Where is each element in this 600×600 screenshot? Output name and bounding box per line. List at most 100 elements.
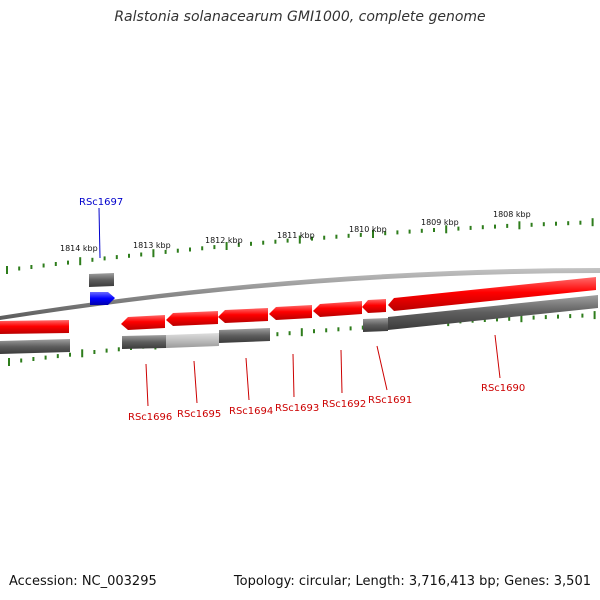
- scale-tick-mark: [79, 257, 82, 266]
- scale-tick-mark: [469, 225, 472, 230]
- scale-tick-label: 1813 kbp: [133, 241, 171, 250]
- outer-scale-ring: [6, 218, 594, 274]
- gene-rsc1693-arrow[interactable]: [269, 305, 312, 320]
- scale-tick-mark: [579, 220, 582, 225]
- scale-tick-mark: [32, 357, 35, 361]
- scale-tick-mark: [286, 238, 289, 243]
- scale-tick-mark: [115, 255, 118, 260]
- scale-tick-mark: [44, 355, 47, 360]
- gene-rsc1696-cds[interactable]: [122, 335, 166, 349]
- scale-tick-mark: [567, 221, 570, 226]
- gene-rsc1694-cds[interactable]: [219, 328, 270, 343]
- scale-tick-mark: [384, 231, 387, 236]
- scale-tick-mark: [93, 350, 96, 354]
- gene-label-rsc1692[interactable]: RSc1692: [322, 399, 366, 410]
- gene-label-rsc1695[interactable]: RSc1695: [177, 409, 221, 420]
- scale-tick-mark: [164, 249, 167, 254]
- gene-rsc1691-cds[interactable]: [363, 318, 388, 332]
- genome-title: Ralstonia solanacearum GMI1000, complete…: [114, 9, 486, 25]
- scale-tick-mark: [325, 328, 328, 333]
- scale-tick-mark: [105, 348, 108, 353]
- gene-rsc1696-arrow[interactable]: [121, 315, 165, 330]
- scale-tick-mark: [225, 242, 228, 250]
- scale-tick-label: 1812 kbp: [205, 236, 243, 245]
- scale-tick-mark: [313, 329, 315, 334]
- gene-rsc1692-arrow[interactable]: [313, 301, 362, 317]
- scale-tick-mark: [518, 221, 521, 230]
- scale-tick-mark: [30, 265, 33, 269]
- scale-tick-mark: [420, 228, 423, 233]
- scale-tick-label: 1809 kbp: [421, 218, 459, 227]
- scale-tick-mark: [483, 318, 486, 322]
- gene-rsc1695-leader: [193, 360, 198, 404]
- scale-tick-mark: [445, 225, 448, 234]
- gene-left-edge-arrow[interactable]: [0, 320, 69, 334]
- scale-tick-mark: [42, 263, 45, 268]
- scale-tick-label: 1814 kbp: [60, 244, 98, 253]
- scale-tick-mark: [69, 352, 71, 357]
- scale-tick-mark: [103, 256, 106, 261]
- gene-label-rsc1696[interactable]: RSc1696: [128, 412, 172, 423]
- gene-rsc1694-arrow[interactable]: [218, 308, 268, 323]
- gene-label-rsc1694[interactable]: RSc1694: [229, 406, 273, 417]
- scale-tick-mark: [508, 316, 511, 321]
- genome-backbone: [0, 268, 600, 320]
- scale-tick-mark: [506, 223, 509, 228]
- gene-rsc1697-cds[interactable]: [89, 273, 114, 287]
- scale-tick-mark: [481, 225, 484, 230]
- scale-tick-mark: [300, 328, 303, 337]
- topology-text: Topology: circular; Length: 3,716,413 bp…: [233, 574, 591, 589]
- gene-rsc1694-leader: [245, 357, 250, 401]
- scale-tick-mark: [532, 315, 535, 320]
- scale-tick-mark: [335, 234, 338, 239]
- scale-tick-mark: [433, 228, 435, 232]
- gene-label-rsc1690[interactable]: RSc1690: [481, 383, 525, 394]
- gene-rsc1696-leader: [145, 363, 149, 407]
- scale-tick-mark: [189, 247, 191, 252]
- scale-tick-mark: [6, 266, 8, 274]
- scale-tick-mark: [542, 222, 545, 227]
- scale-tick-mark: [457, 226, 460, 231]
- gene-rsc1695-cds[interactable]: [166, 333, 219, 348]
- scale-tick-mark: [591, 218, 594, 227]
- scale-tick-mark: [288, 331, 291, 336]
- scale-tick-mark: [117, 347, 120, 352]
- scale-tick-mark: [20, 358, 23, 363]
- gene-left-edge-cds[interactable]: [0, 339, 70, 354]
- scale-tick-mark: [18, 266, 21, 271]
- gene-label-rsc1697[interactable]: RSc1697: [79, 197, 123, 208]
- scale-tick-mark: [569, 314, 572, 319]
- scale-tick-mark: [494, 224, 496, 229]
- scale-tick-mark: [67, 260, 69, 265]
- gene-rsc1692-leader: [340, 349, 343, 394]
- scale-tick-mark: [337, 327, 340, 332]
- gene-rsc1697-arrow[interactable]: [90, 292, 115, 305]
- scale-tick-mark: [213, 245, 216, 250]
- scale-tick-label: 1808 kbp: [493, 210, 531, 219]
- scale-tick-mark: [91, 257, 94, 262]
- scale-tick-mark: [359, 232, 362, 237]
- accession-text: Accession: NC_003295: [9, 574, 157, 589]
- scale-tick-mark: [128, 253, 130, 258]
- scale-tick-mark: [152, 249, 155, 258]
- gene-rsc1690-cds[interactable]: [388, 295, 598, 330]
- scale-tick-mark: [557, 314, 559, 319]
- scale-tick-label: 1811 kbp: [277, 231, 315, 240]
- scale-tick-mark: [544, 315, 547, 320]
- scale-tick-mark: [496, 317, 498, 322]
- scale-tick-mark: [530, 222, 533, 227]
- scale-tick-mark: [81, 349, 84, 358]
- gene-rsc1690-arrow[interactable]: [388, 277, 596, 311]
- gene-rsc1697-leader: [98, 207, 101, 259]
- gene-label-rsc1693[interactable]: RSc1693: [275, 403, 319, 414]
- gene-rsc1691-arrow[interactable]: [362, 299, 386, 313]
- scale-tick-mark: [262, 240, 265, 245]
- scale-tick-mark: [250, 241, 252, 246]
- scale-tick-mark: [54, 262, 57, 266]
- gene-rsc1695-arrow[interactable]: [166, 311, 218, 326]
- gene-rsc1691-leader: [376, 345, 388, 391]
- gene-label-rsc1691[interactable]: RSc1691: [368, 395, 412, 406]
- scale-tick-mark: [581, 313, 584, 318]
- scale-tick-mark: [176, 248, 179, 253]
